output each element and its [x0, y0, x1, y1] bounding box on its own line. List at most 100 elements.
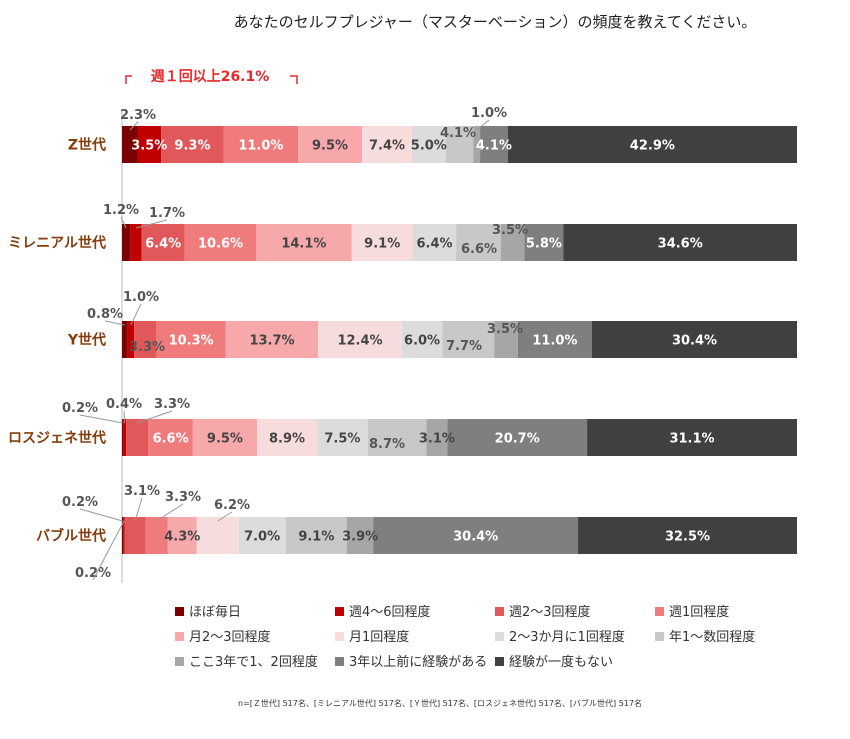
data-label: 3.1%	[419, 432, 455, 447]
data-label: 7.0%	[244, 530, 280, 545]
data-label: 34.6%	[658, 237, 703, 252]
data-label: 3.3%	[154, 397, 190, 412]
bar-segment	[297, 126, 363, 163]
data-label: 6.4%	[416, 237, 452, 252]
bar-segment	[184, 224, 257, 261]
data-label: 1.2%	[103, 203, 139, 218]
bar-segment	[318, 321, 402, 358]
legend-swatch	[495, 632, 504, 641]
data-label: 9.1%	[298, 530, 334, 545]
leader-line	[129, 121, 139, 131]
data-label: 3.5%	[131, 139, 167, 154]
bar-segment	[130, 224, 142, 261]
bar-segment	[592, 321, 797, 358]
data-label: 20.7%	[495, 432, 540, 447]
data-label: 14.1%	[281, 237, 326, 252]
bar-segment	[524, 224, 564, 261]
data-label: 0.4%	[106, 397, 142, 412]
data-label: 9.5%	[312, 139, 348, 154]
legend-label: 月1回程度	[349, 629, 409, 645]
data-label: 3.5%	[487, 322, 523, 337]
bar-segment	[126, 419, 149, 456]
bar-segment	[156, 321, 226, 358]
legend-swatch	[175, 607, 184, 616]
leader-line	[135, 219, 168, 229]
data-label: 0.2%	[62, 495, 98, 510]
data-label: 10.3%	[169, 334, 214, 349]
bar-segment	[122, 321, 128, 358]
bar-segment	[507, 126, 797, 163]
bar-segment	[122, 517, 124, 554]
leader-line	[79, 414, 123, 424]
category-label: ミレニアル世代	[8, 235, 106, 252]
weekly-bracket-label: 週１回以上26.1%	[151, 69, 270, 85]
data-label: 7.7%	[446, 339, 482, 354]
bar-segment	[442, 321, 495, 358]
bar-segment	[122, 224, 131, 261]
data-label: 6.6%	[153, 432, 189, 447]
bar-segment	[257, 419, 318, 456]
data-label: 6.6%	[461, 242, 497, 257]
bar-segment	[517, 321, 593, 358]
bar-segment	[500, 224, 525, 261]
bar-segment	[141, 224, 185, 261]
data-label: 6.2%	[214, 498, 250, 513]
leader-line	[120, 216, 127, 229]
bar-segment	[161, 126, 224, 163]
data-label: 1.7%	[149, 206, 185, 221]
legend-label: 月2～3回程度	[189, 629, 271, 645]
data-label: 10.6%	[198, 237, 243, 252]
data-label: 3.1%	[124, 484, 160, 499]
data-label: 3.9%	[342, 530, 378, 545]
bracket-right	[290, 75, 298, 84]
data-label: 1.0%	[123, 290, 159, 305]
bar-segment	[445, 126, 474, 163]
legend-swatch	[175, 657, 184, 666]
data-label: 9.5%	[207, 432, 243, 447]
bar-segment	[426, 419, 448, 456]
data-label: 30.4%	[672, 334, 717, 349]
legend-swatch	[335, 632, 344, 641]
bar-segment	[137, 126, 162, 163]
bar-segment	[367, 419, 427, 456]
bar-segment	[122, 126, 138, 163]
bar-segment	[167, 517, 197, 554]
bar-segment	[238, 517, 286, 554]
bar-segment	[192, 419, 257, 456]
bar-segment	[473, 126, 481, 163]
data-label: 13.7%	[249, 334, 294, 349]
legend-label: 週1回程度	[669, 604, 729, 620]
bar-segment	[456, 224, 501, 261]
bar-segment	[317, 419, 368, 456]
data-label: 32.5%	[665, 530, 710, 545]
segment-labels: 2.3%3.5% 9.3% 11.0% 9.5% 7.4% 5.0%4.1%1.0%4.1…	[62, 106, 717, 581]
data-label: 0.2%	[75, 566, 111, 581]
bar-segment	[145, 517, 168, 554]
bar-segment	[412, 224, 457, 261]
legend-swatch	[655, 632, 664, 641]
bar-segment	[256, 224, 352, 261]
data-label: 7.4%	[369, 139, 405, 154]
bar-segment	[480, 126, 508, 163]
data-label: 42.9%	[630, 139, 675, 154]
bar-segment	[362, 126, 412, 163]
category-label: バブル世代	[36, 528, 106, 545]
category-label: Y世代	[67, 332, 106, 349]
legend-label: 経験が一度もない	[509, 654, 613, 670]
leader-line	[217, 511, 233, 522]
legend-swatch	[655, 607, 664, 616]
data-label: 6.0%	[404, 334, 440, 349]
legend-swatch	[335, 607, 344, 616]
bar-segment	[285, 517, 347, 554]
bar-segment	[578, 517, 797, 554]
legend-label: 3年以上前に経験がある	[349, 654, 487, 670]
leader-line	[130, 303, 142, 326]
bar-segment	[351, 224, 413, 261]
bars-group	[121, 112, 797, 583]
bar-segment	[494, 321, 518, 358]
bar-segment	[134, 321, 157, 358]
bar-segment	[411, 126, 446, 163]
